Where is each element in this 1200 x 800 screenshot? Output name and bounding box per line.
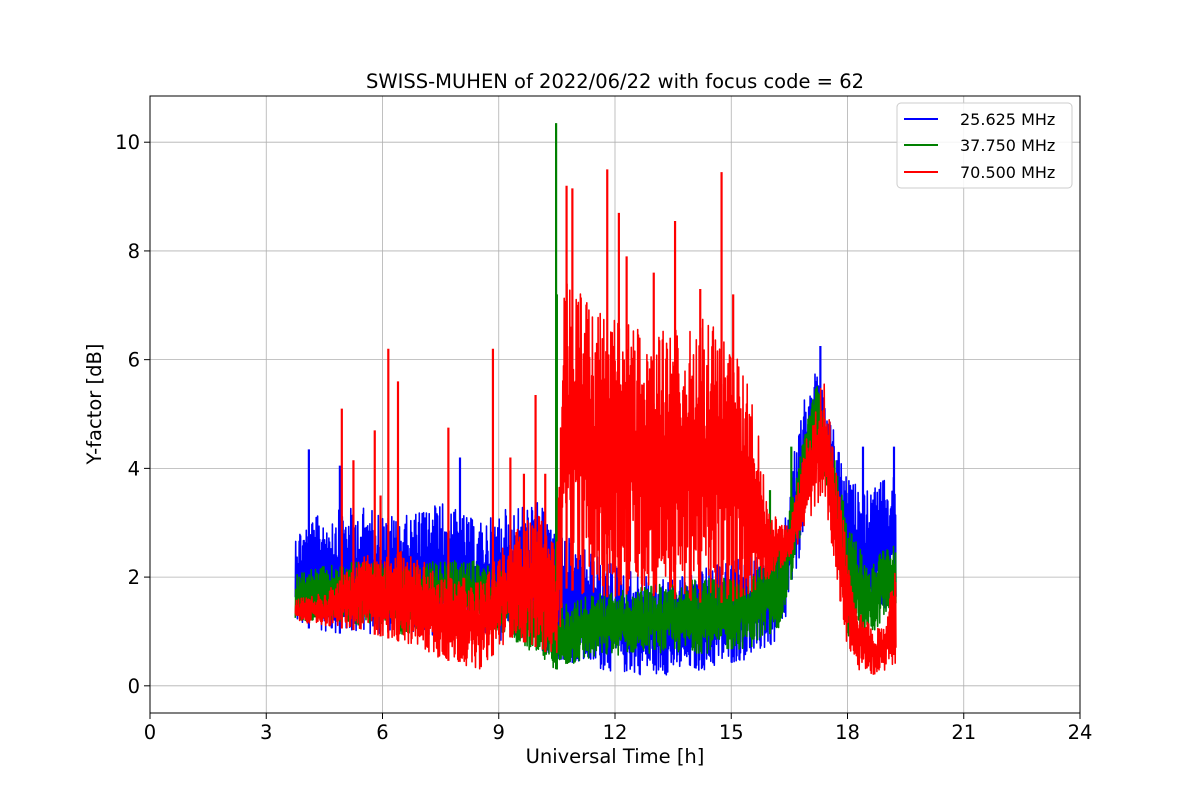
chart-title: SWISS-MUHEN of 2022/06/22 with focus cod… [366,70,864,93]
x-tick-label: 3 [260,721,272,744]
y-tick-label: 2 [128,566,140,589]
legend-label-37750: 37.750 MHz [960,136,1055,155]
legend-label-70500: 70.500 MHz [960,163,1055,182]
legend-frame [896,102,1073,189]
y-tick-label: 6 [128,349,140,372]
y-tick-label: 4 [128,457,140,480]
x-tick-label: 12 [603,721,628,744]
series-line-2 [294,283,897,675]
y-tick-label: 8 [128,240,140,263]
series-layer [294,123,897,676]
x-tick-label: 0 [144,721,156,744]
x-tick-label: 18 [835,721,860,744]
y-axis-label: Y-factor [dB] [83,344,106,466]
legend-label-25625: 25.625 MHz [960,110,1055,129]
x-tick-label: 6 [376,721,388,744]
y-tick-label: 0 [128,675,140,698]
y-tick-label: 10 [115,131,140,154]
x-tick-label: 9 [493,721,505,744]
x-tick-label: 15 [719,721,744,744]
x-tick-label: 21 [951,721,976,744]
x-axis-label: Universal Time [h] [526,745,705,768]
legend: 25.625 MHz 37.750 MHz 70.500 MHz [896,102,1073,189]
x-tick-label: 24 [1068,721,1093,744]
